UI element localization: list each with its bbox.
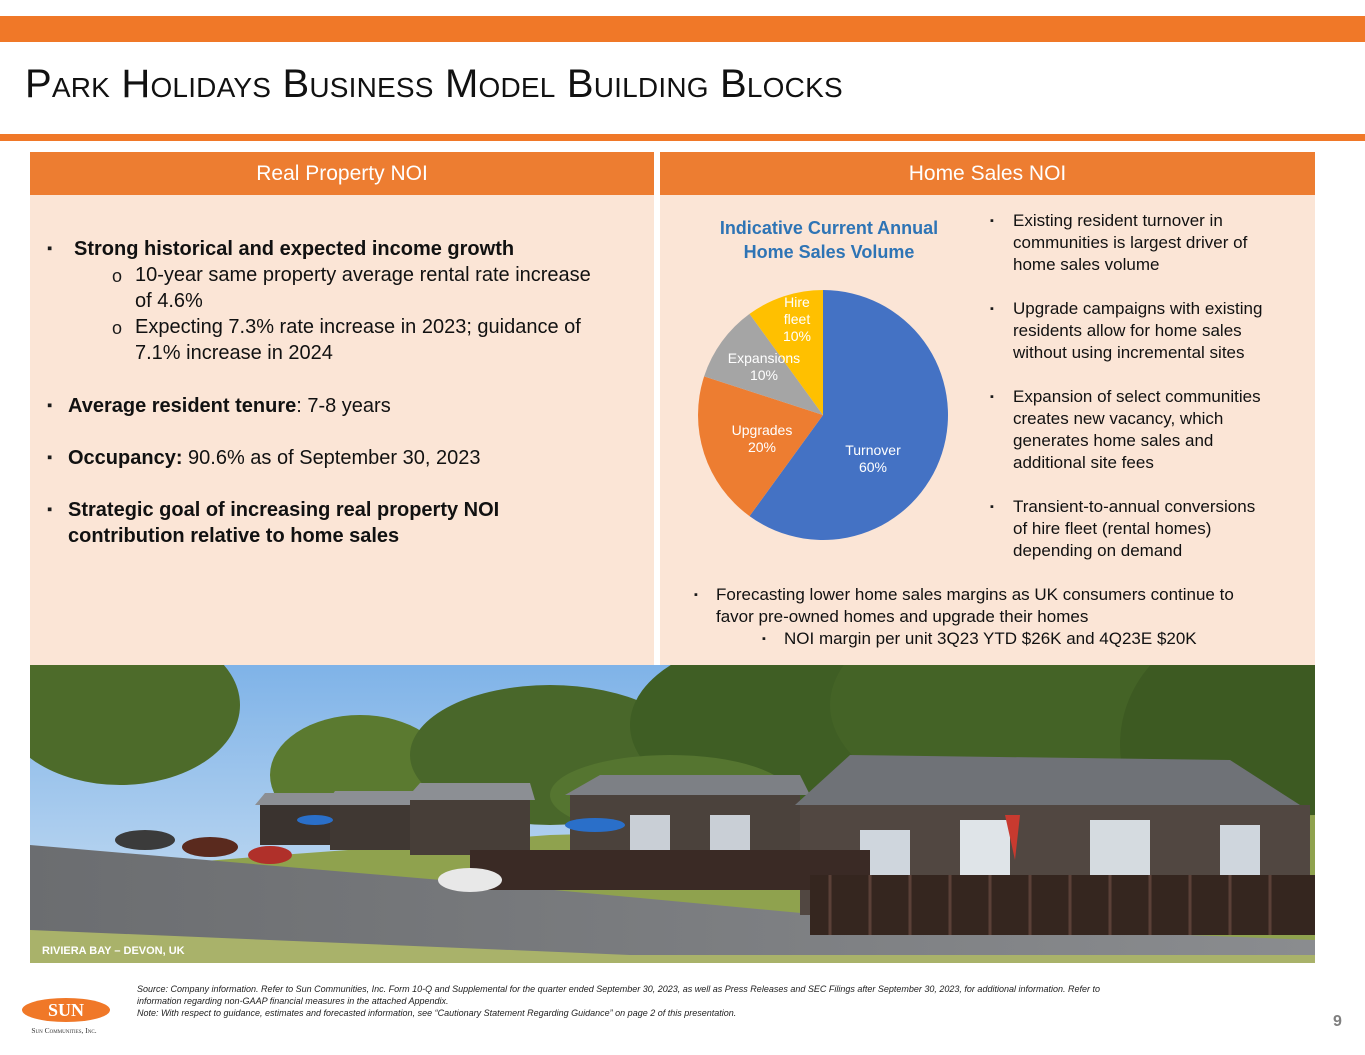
pie-slice-turnover	[749, 290, 948, 540]
bullet-forecast: Forecasting lower home sales margins as …	[716, 585, 1234, 604]
sub-bullet-noi-margin: NOI margin per unit 3Q23 YTD $26K and 4Q…	[784, 629, 1197, 648]
home-sales-bullet-line: communities is largest driver of	[1013, 233, 1248, 252]
logo-subtext: Sun Communities, Inc.	[31, 1026, 96, 1035]
pie-slice-expansions	[704, 313, 823, 415]
sub-bullet-guidance-cont: 7.1% increase in 2024	[135, 342, 333, 364]
home-sales-bullet-line: creates new vacancy, which	[1013, 409, 1224, 428]
bullet-marker: ▪	[47, 449, 53, 466]
pie-label-hire-fleet: Hire fleet 10%	[783, 294, 811, 344]
bullet-marker: ▪	[990, 215, 994, 227]
home-sales-bullet-line: without using incremental sites	[1013, 343, 1245, 362]
page-number: 9	[1333, 1013, 1342, 1030]
bullet-marker: ▪	[990, 501, 994, 513]
home-sales-bullet-line: additional site fees	[1013, 453, 1154, 472]
sub-bullet-rental-rate: 10-year same property average rental rat…	[135, 264, 591, 286]
sub-bullet-marker: o	[112, 318, 123, 338]
bullet-tenure: Average resident tenure: 7-8 years	[68, 395, 391, 417]
home-sales-bullet-line: of hire fleet (rental homes)	[1013, 519, 1212, 538]
photo-caption: RIVIERA BAY – DEVON, UK	[42, 945, 185, 957]
title-divider	[0, 134, 1365, 141]
bullet-marker: ▪	[694, 589, 698, 601]
real-property-panel	[30, 195, 654, 665]
home-sales-bullet-line: home sales volume	[1013, 255, 1160, 274]
bullet-strategic-goal: Strategic goal of increasing real proper…	[68, 499, 500, 521]
pie-label-turnover: Turnover 60%	[845, 442, 901, 475]
home-sales-bullet-line: generates home sales and	[1013, 431, 1214, 450]
bullet-income-growth: Strong historical and expected income gr…	[74, 238, 515, 260]
pie-label-expansions: Expansions 10%	[728, 350, 800, 383]
logo-wordmark: SUN	[48, 1000, 84, 1020]
bullet-marker: ▪	[47, 240, 53, 257]
bullet-strategic-goal-cont: contribution relative to home sales	[68, 525, 400, 547]
home-sales-bullet-line: Transient-to-annual conversions	[1013, 497, 1256, 516]
sub-bullet-guidance: Expecting 7.3% rate increase in 2023; gu…	[135, 316, 581, 338]
sun-communities-logo: SUN Sun Communities, Inc.	[8, 996, 120, 1036]
pie-label-upgrades: Upgrades 20%	[732, 422, 793, 455]
home-sales-bullet-line: Expansion of select communities	[1013, 387, 1261, 406]
chart-title: Indicative Current Annual Home Sales Vol…	[719, 218, 939, 262]
sub-bullet-rental-rate-cont: of 4.6%	[135, 290, 203, 312]
bullet-marker: ▪	[47, 397, 53, 414]
park-photo	[30, 665, 1315, 963]
pie-slice-upgrades	[698, 376, 823, 517]
pie-slice-hire-fleet	[749, 290, 823, 415]
real-property-header: Real Property NOI	[30, 152, 654, 195]
home-sales-bullet-line: Existing resident turnover in	[1013, 211, 1223, 230]
bullet-marker: ▪	[990, 391, 994, 403]
bullet-forecast-cont: favor pre-owned homes and upgrade their …	[716, 607, 1089, 626]
bullet-marker: ▪	[990, 303, 994, 315]
home-sales-bullet-line: depending on demand	[1013, 541, 1183, 560]
bullet-marker: ▪	[47, 501, 53, 518]
home-sales-bullet-line: Upgrade campaigns with existing	[1013, 299, 1263, 318]
page-title: Park Holidays Business Model Building Bl…	[25, 62, 843, 106]
sub-bullet-marker: ▪	[762, 633, 766, 645]
top-accent-bar	[0, 16, 1365, 42]
home-sales-pie-chart: Turnover 60% Upgrades 20% Expansions 10% Hire f…	[698, 290, 948, 540]
bullet-occupancy: Occupancy: 90.6% as of September 30, 202…	[68, 447, 481, 469]
home-sales-header: Home Sales NOI	[660, 152, 1315, 195]
source-footnote: Source: Company information. Refer to Su…	[137, 984, 1100, 1018]
sub-bullet-marker: o	[112, 266, 123, 286]
home-sales-bullet-line: residents allow for home sales	[1013, 321, 1242, 340]
